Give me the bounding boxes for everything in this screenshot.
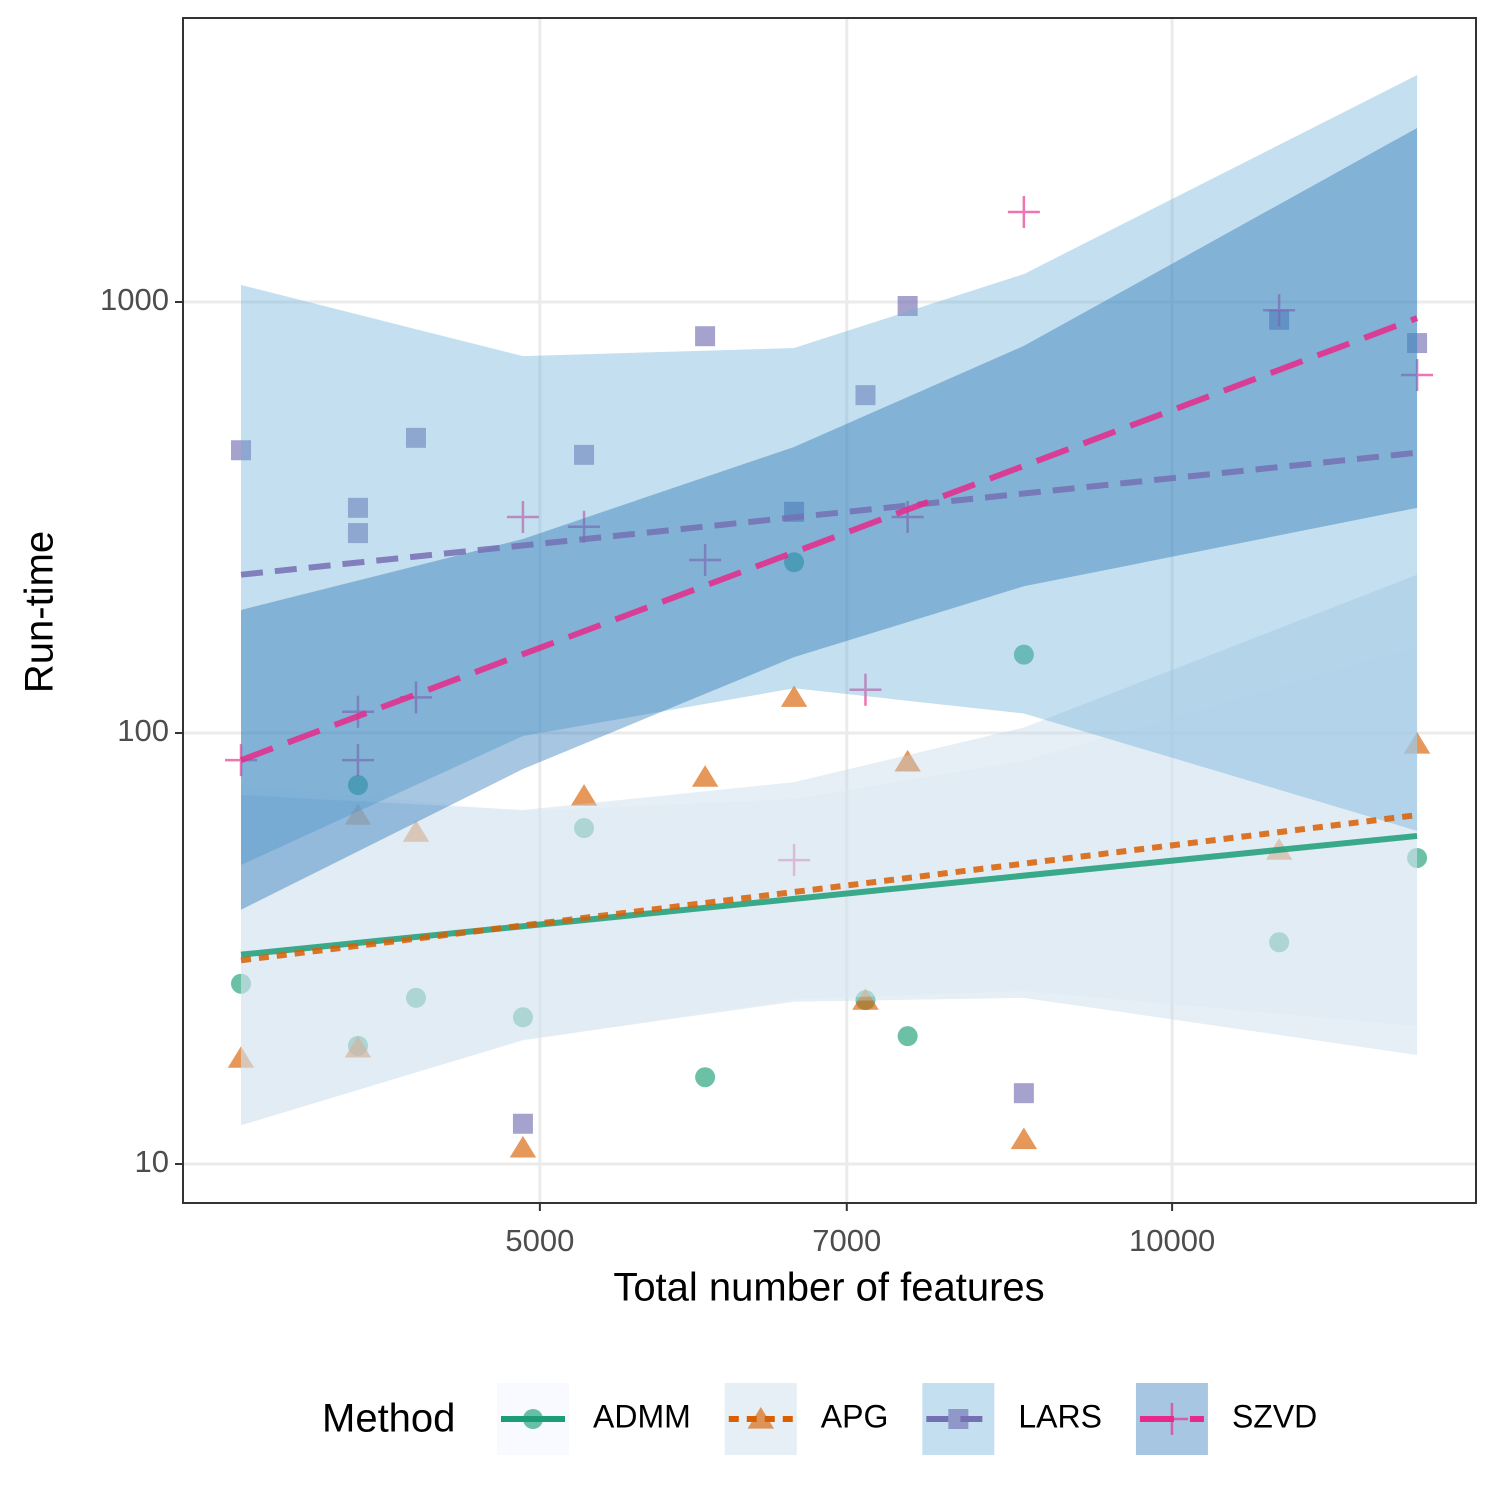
point: [897, 295, 918, 316]
confidence-band: [241, 574, 1418, 1126]
legend: Method ADMM APG LARS SZVD: [322, 1383, 1317, 1455]
point: [231, 973, 252, 994]
point: [1013, 1083, 1034, 1104]
point: [506, 501, 539, 534]
fit-line: [240, 449, 1418, 578]
point: [897, 1026, 918, 1047]
point: [347, 497, 368, 518]
point: [227, 1046, 255, 1068]
point: [402, 820, 430, 842]
point: [855, 385, 876, 406]
point: [1013, 644, 1034, 665]
point: [695, 326, 716, 347]
confidence-band: [241, 127, 1418, 910]
point: [405, 427, 426, 448]
point: [691, 765, 719, 787]
point: [509, 1135, 537, 1158]
confidence-band: [241, 75, 1418, 866]
ticks: 5000 7000 10000 10 100 1000: [100, 282, 1215, 1258]
point: [344, 803, 372, 825]
point: [1155, 1403, 1188, 1435]
point: [1269, 932, 1290, 953]
legend-label: APG: [821, 1398, 889, 1434]
point: [347, 523, 368, 544]
point: [852, 988, 879, 1010]
y-tick-label: 100: [117, 713, 169, 748]
point: [341, 744, 374, 777]
point: [780, 685, 808, 707]
point: [512, 1113, 533, 1134]
point: [1401, 359, 1434, 392]
point: [1407, 333, 1428, 354]
point: [1403, 732, 1431, 754]
point: [1407, 847, 1428, 868]
points: [225, 195, 1434, 1158]
point: [948, 1409, 969, 1429]
point: [512, 1007, 533, 1028]
point: [695, 1067, 716, 1088]
legend-label: LARS: [1018, 1398, 1102, 1434]
point: [523, 1409, 543, 1429]
y-tick-label: 1000: [100, 282, 169, 317]
confidence-band: [241, 646, 1418, 1126]
legend-title: Method: [322, 1397, 455, 1441]
point: [784, 552, 805, 573]
fit-line: [240, 832, 1418, 958]
point: [747, 1407, 774, 1429]
point: [849, 673, 882, 706]
fit-line: [239, 315, 1419, 763]
point: [231, 440, 252, 461]
point: [405, 987, 426, 1008]
y-axis-title: Run-time: [18, 531, 62, 693]
point: [570, 784, 598, 806]
grid: [183, 18, 1476, 1203]
point: [894, 749, 921, 772]
bands: [241, 75, 1418, 1126]
x-tick-label: 10000: [1129, 1223, 1215, 1258]
plot-border: [182, 17, 1477, 1204]
point: [341, 695, 374, 728]
point: [1263, 294, 1296, 327]
x-tick-label: 5000: [505, 1223, 574, 1258]
legend-label: SZVD: [1232, 1398, 1317, 1434]
fit-lines: [239, 315, 1419, 964]
point: [1007, 195, 1040, 228]
point: [689, 544, 722, 577]
point: [347, 775, 368, 796]
x-axis-title: Total number of features: [613, 1266, 1044, 1310]
point: [574, 818, 595, 839]
y-tick-label: 10: [135, 1144, 169, 1179]
point: [778, 844, 811, 877]
point: [1010, 1127, 1038, 1150]
x-tick-label: 7000: [812, 1223, 881, 1258]
point: [344, 1035, 372, 1058]
legend-label: ADMM: [593, 1398, 691, 1434]
point: [574, 444, 595, 465]
